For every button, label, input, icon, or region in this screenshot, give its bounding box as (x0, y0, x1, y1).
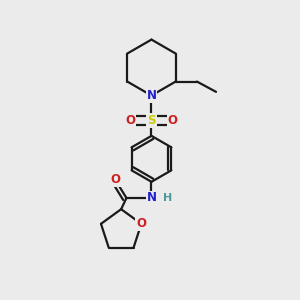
Text: H: H (163, 193, 172, 203)
Text: N: N (146, 89, 157, 102)
Text: O: O (168, 114, 178, 127)
Text: O: O (125, 114, 135, 127)
Text: N: N (146, 191, 157, 205)
Text: O: O (136, 217, 146, 230)
Text: S: S (147, 114, 156, 127)
Text: O: O (110, 173, 120, 186)
